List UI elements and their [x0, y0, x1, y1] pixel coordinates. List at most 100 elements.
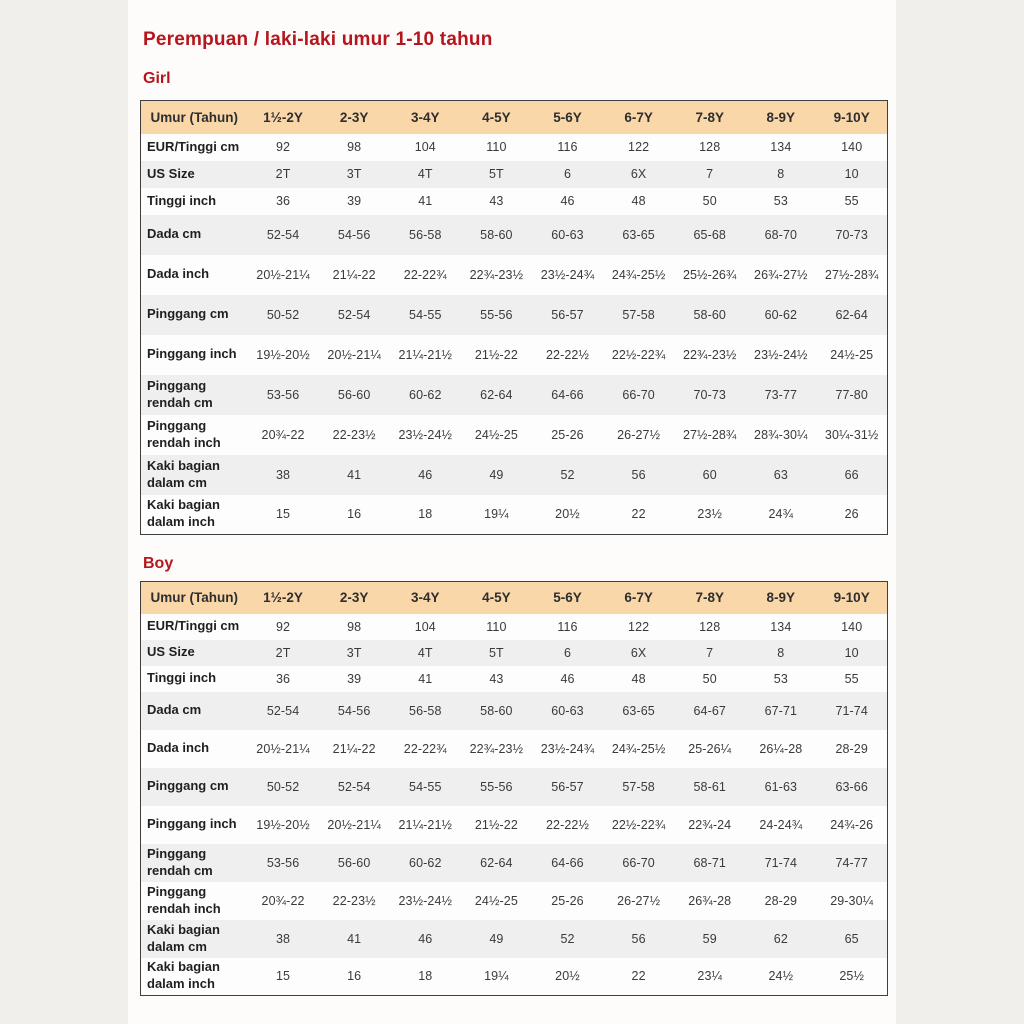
size-value-cell: 110 [486, 619, 507, 634]
age-column-header: 1½-2Y [247, 581, 319, 614]
measurement-row-label: Pinggang rendah inch [147, 883, 221, 916]
size-value-cell: 54-55 [409, 779, 442, 794]
size-value-cell: 22-23½ [332, 427, 376, 442]
age-column-header: 4-5Y [460, 581, 532, 614]
measurement-row: Dada inch 20½-21¼ 21¼-22 22-22¾ 22¾-23½ 23½-2… [140, 729, 888, 768]
size-value-cell: 98 [347, 619, 362, 634]
age-column-header: 7-8Y [674, 100, 746, 134]
size-value-cell: 26¾-27½ [754, 267, 808, 282]
size-value-cell: 5T [488, 645, 504, 660]
size-value-cell: 25½-26¾ [682, 267, 737, 282]
size-value-cell: 20¾-22 [261, 427, 305, 442]
size-value-cell: 23½ [697, 507, 723, 522]
measurement-row-label: Kaki bagian dalam inch [147, 959, 220, 992]
size-value-cell: 58-61 [693, 779, 726, 794]
size-value-cell: 16 [347, 969, 362, 984]
girl-section: Girl Umur (Tahun) 1½-2Y 2-3Y 3-4Y 4-5Y 5-6Y 6-… [128, 70, 896, 535]
size-value-cell: 7 [706, 645, 714, 660]
size-value-cell: 56-60 [337, 855, 371, 870]
size-value-cell: 140 [841, 140, 863, 154]
size-value-cell: 22-23½ [332, 893, 376, 908]
age-column-header: 6-7Y [603, 100, 675, 134]
size-value-cell: 50 [702, 194, 717, 208]
measurement-row-label: Pinggang cm [147, 778, 229, 794]
size-value-cell: 24¾-25½ [611, 267, 666, 282]
size-value-cell: 52-54 [266, 227, 300, 242]
age-label-header: Umur (Tahun) [140, 581, 248, 614]
measurement-row: Tinggi inch 36 39 41 43 46 48 50 53 55 [140, 187, 888, 215]
measurement-row: Pinggang rendah cm 53-56 56-60 60-62 62-64 64… [140, 374, 888, 415]
size-value-cell: 60 [702, 467, 717, 482]
size-value-cell: 50-52 [266, 779, 300, 794]
size-value-cell: 3T [346, 645, 362, 660]
size-value-cell: 68-70 [764, 227, 798, 242]
size-value-cell: 25½ [839, 969, 864, 984]
size-value-cell: 57-58 [622, 307, 655, 322]
size-value-cell: 18 [418, 969, 433, 984]
size-value-cell: 24-24¾ [759, 817, 803, 832]
size-value-cell: 66-70 [622, 387, 655, 402]
size-value-cell: 23½-24½ [398, 427, 453, 442]
size-value-cell: 23½-24¾ [540, 741, 595, 756]
size-value-cell: 22½-22¾ [611, 347, 666, 362]
size-value-cell: 77-80 [835, 387, 868, 402]
age-column-header: 1½-2Y [247, 100, 319, 134]
size-value-cell: 30¼-31½ [824, 427, 879, 442]
measurement-row: Kaki bagian dalam inch 15 16 18 19¼ 20½ 22 23½ 2… [140, 494, 888, 535]
girl-section-label: Girl [143, 70, 171, 87]
size-value-cell: 98 [347, 140, 362, 154]
size-value-cell: 52 [560, 931, 575, 946]
measurement-row-label: Tinggi inch [147, 192, 217, 208]
size-value-cell: 5T [488, 167, 504, 181]
size-value-cell: 16 [347, 507, 362, 522]
size-value-cell: 28-29 [764, 893, 798, 908]
size-value-cell: 21½-22 [474, 817, 518, 832]
age-column-header: 3-4Y [389, 581, 461, 614]
measurement-row-label: Pinggang rendah cm [147, 377, 213, 410]
size-value-cell: 50 [702, 671, 717, 686]
size-value-cell: 128 [699, 619, 721, 634]
size-value-cell: 92 [276, 140, 291, 154]
measurement-row-label: Dada cm [147, 702, 202, 718]
size-value-cell: 25-26 [551, 427, 584, 442]
size-chart-page: Perempuan / laki-laki umur 1-10 tahun Gi… [128, 0, 896, 1024]
size-value-cell: 48 [631, 194, 646, 208]
size-value-cell: 46 [560, 194, 575, 208]
size-value-cell: 55 [844, 194, 859, 208]
size-value-cell: 62-64 [480, 855, 513, 870]
size-value-cell: 104 [414, 140, 436, 154]
size-value-cell: 74-77 [835, 855, 868, 870]
measurement-row: Tinggi inch 36 39 41 43 46 48 50 53 55 [140, 665, 888, 692]
size-value-cell: 3T [346, 167, 362, 181]
size-value-cell: 22-22½ [545, 347, 589, 362]
size-value-cell: 55 [844, 671, 859, 686]
measurement-row-label: Pinggang rendah inch [147, 417, 221, 450]
age-column-header: 9-10Y [816, 581, 888, 614]
measurement-row: Dada inch 20½-21¼ 21¼-22 22-22¾ 22¾-23½ 23½-2… [140, 254, 888, 295]
size-value-cell: 27½-28¾ [682, 427, 737, 442]
measurement-row: Dada cm 52-54 54-56 56-58 58-60 60-63 63-65 65-… [140, 214, 888, 255]
boy-section: Boy Umur (Tahun) 1½-2Y 2-3Y 3-4Y 4-5Y 5-6Y 6-7… [128, 555, 896, 996]
size-value-cell: 64-66 [551, 387, 584, 402]
size-value-cell: 19¼ [484, 507, 509, 522]
size-value-cell: 52-54 [266, 703, 300, 718]
size-value-cell: 140 [841, 619, 863, 634]
size-value-cell: 116 [557, 619, 578, 634]
size-value-cell: 19½-20½ [256, 817, 310, 832]
size-value-cell: 26-27½ [617, 893, 661, 908]
measurement-row: Kaki bagian dalam cm 38 41 46 49 52 56 59 62 65 [140, 919, 888, 958]
size-value-cell: 28-29 [835, 741, 868, 756]
size-value-cell: 25-26¼ [688, 741, 732, 756]
size-value-cell: 66 [844, 467, 859, 482]
size-value-cell: 58-60 [693, 307, 726, 322]
size-value-cell: 64-66 [551, 855, 584, 870]
size-value-cell: 21¼-21½ [398, 817, 453, 832]
size-value-cell: 53-56 [266, 855, 300, 870]
size-value-cell: 20¾-22 [261, 893, 305, 908]
size-value-cell: 27½-28¾ [824, 267, 879, 282]
size-value-cell: 24½-25 [830, 347, 874, 362]
age-column-header: 3-4Y [389, 100, 461, 134]
measurement-row: Pinggang inch 19½-20½ 20½-21¼ 21¼-21½ 21½-22… [140, 334, 888, 375]
size-value-cell: 50-52 [266, 307, 300, 322]
measurement-row-label: Kaki bagian dalam inch [147, 497, 220, 530]
